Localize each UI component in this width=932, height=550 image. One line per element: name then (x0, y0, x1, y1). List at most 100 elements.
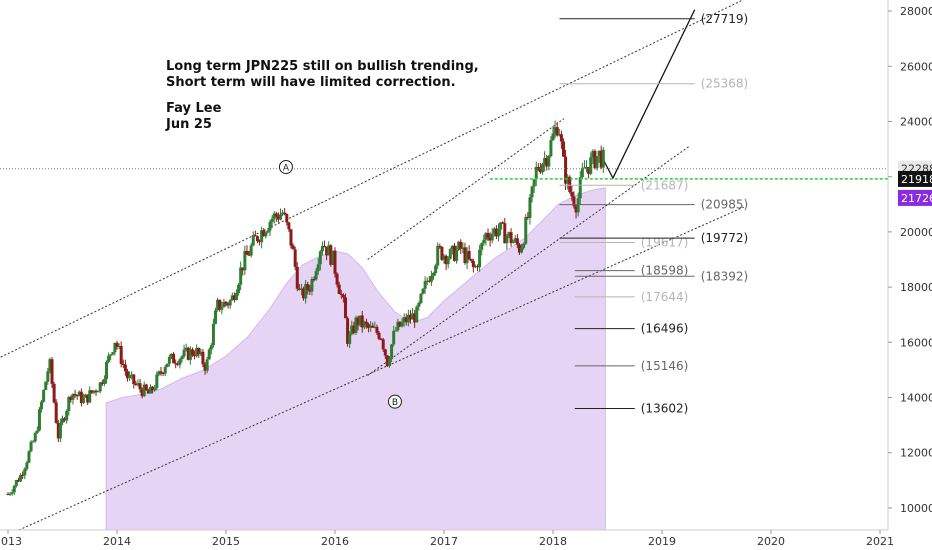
candle-body (180, 356, 184, 360)
reference-lines (0, 168, 888, 180)
x-tick-label: 2021 (866, 535, 894, 548)
annotation-author: Fay Lee (166, 101, 222, 116)
candle-body (224, 301, 228, 304)
candle-body (165, 363, 169, 367)
y-tick-label: 20000 (900, 226, 932, 239)
candle-body (279, 214, 282, 220)
candle-body (499, 222, 503, 230)
candle-body (396, 321, 400, 331)
candle-body (568, 176, 572, 193)
candle-body (186, 347, 190, 360)
candle-body (316, 264, 320, 272)
candle-body (551, 133, 555, 141)
candle-body (52, 383, 56, 403)
candle-body (21, 474, 25, 476)
price-badge (898, 170, 932, 187)
annotation-date: Jun 25 (165, 117, 212, 132)
candle-body (46, 371, 50, 382)
wave-labels: AB (278, 160, 402, 409)
candle-body (172, 353, 176, 364)
candle-body (276, 216, 280, 220)
fib-label: (16496) (641, 322, 689, 336)
candle-body (327, 245, 331, 256)
candle-body (63, 418, 67, 421)
candle-body (184, 347, 188, 350)
candle-body (406, 314, 410, 323)
candle-body (100, 382, 104, 385)
candle-body (530, 186, 534, 198)
candle-body (486, 233, 490, 238)
candle-body (90, 390, 94, 393)
candle-body (102, 379, 106, 385)
candle-body (400, 321, 404, 327)
candle-body (524, 217, 528, 244)
candle-body (115, 342, 119, 347)
y-tick-label: 24000 (900, 115, 932, 128)
candle-body (92, 390, 96, 393)
candle-body (421, 288, 425, 294)
candle-body (484, 233, 488, 240)
wave-label: A (283, 164, 290, 174)
candle-body (230, 295, 234, 301)
candle-body (188, 349, 192, 360)
candle-body (358, 315, 362, 326)
candle-body (417, 303, 421, 307)
candle-body (304, 284, 308, 299)
y-tick-label: 16000 (900, 336, 932, 349)
candle-body (31, 441, 35, 443)
candle-body (260, 230, 264, 243)
candle-body (501, 222, 505, 224)
candle-body (478, 249, 482, 268)
candle-body (557, 134, 561, 136)
y-tick-label: 10000 (900, 502, 932, 515)
candle-body (306, 284, 310, 290)
candle-body (509, 232, 513, 244)
candle-body (56, 423, 60, 439)
candle-body (578, 177, 582, 199)
candle-body (262, 230, 266, 237)
candle-body (117, 346, 121, 348)
candle-body (589, 157, 593, 174)
candle-body (48, 359, 52, 372)
candle-body (27, 451, 31, 463)
candle-body (408, 314, 412, 320)
candle-body (520, 247, 524, 253)
fib-label: (18598) (641, 264, 689, 278)
candle-body (333, 250, 337, 274)
candle-body (494, 228, 498, 237)
candle-body (593, 150, 597, 169)
candle-body (450, 245, 454, 250)
candle-body (555, 127, 559, 136)
candle-body (14, 480, 18, 486)
candle-body (285, 214, 289, 223)
candle-body (367, 324, 371, 328)
candle-body (383, 349, 387, 356)
candle-body (505, 236, 509, 244)
candle-body (497, 229, 500, 237)
trend-lines (0, 0, 745, 531)
trend-line-mid-channel (367, 145, 690, 376)
candle-body (308, 289, 312, 292)
candle-body (153, 388, 157, 391)
candle-body (553, 127, 557, 134)
candle-body (377, 332, 381, 339)
candle-body (528, 197, 532, 218)
candle-body (348, 334, 352, 344)
moving-average-area (105, 187, 606, 531)
candle-body (503, 223, 507, 244)
candle-body (522, 243, 526, 248)
candle-body (201, 351, 205, 365)
candle-body (79, 391, 83, 404)
candle-body (455, 249, 459, 261)
candle-body (310, 278, 314, 292)
candle-body (434, 265, 438, 273)
candle-body (291, 245, 295, 250)
candle-body (65, 411, 69, 421)
candle-body (121, 364, 125, 366)
candle-body (10, 492, 14, 494)
candle-body (373, 326, 377, 328)
x-tick-label: 2019 (648, 535, 676, 548)
candle-body (312, 278, 316, 280)
candle-body (335, 273, 339, 285)
